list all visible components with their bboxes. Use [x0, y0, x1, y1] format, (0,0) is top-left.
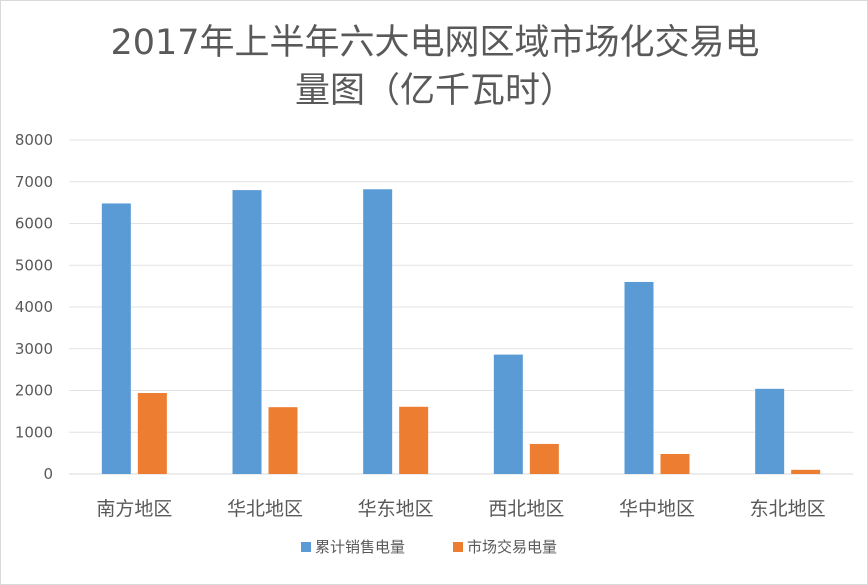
y-tick-label: 6000 — [15, 215, 53, 233]
bar-cumulative-sales-1 — [232, 190, 262, 474]
chart-title: 2017年上半年六大电网区域市场化交易电 量图（亿千瓦时） — [1, 19, 868, 115]
chart-title-line-1: 2017年上半年六大电网区域市场化交易电 — [110, 23, 760, 63]
bar-cumulative-sales-4 — [624, 281, 654, 474]
x-tick-label: 西北地区 — [488, 498, 564, 520]
bar-market-trade-2 — [399, 406, 429, 474]
legend-label-1: 市场交易电量 — [467, 538, 557, 556]
x-tick-label: 东北地区 — [750, 498, 826, 520]
legend-label-0: 累计销售电量 — [315, 538, 405, 556]
bar-market-trade-4 — [660, 453, 690, 474]
y-tick-label: 0 — [43, 465, 53, 483]
y-tick-label: 4000 — [15, 298, 53, 316]
x-tick-label: 华中地区 — [619, 498, 695, 520]
bar-cumulative-sales-0 — [101, 203, 131, 474]
x-tick-label: 华北地区 — [227, 498, 303, 520]
bar-market-trade-0 — [137, 393, 167, 474]
legend-swatch-0 — [301, 542, 311, 552]
bar-cumulative-sales-5 — [755, 388, 785, 474]
y-tick-label: 7000 — [15, 173, 53, 191]
y-tick-label: 5000 — [15, 256, 53, 274]
y-tick-label: 1000 — [15, 423, 53, 441]
bar-market-trade-1 — [268, 407, 298, 474]
legend-swatch-1 — [453, 542, 463, 552]
chart-title-line-2: 量图（亿千瓦时） — [294, 71, 575, 111]
bar-market-trade-5 — [791, 469, 821, 474]
y-tick-label: 3000 — [15, 340, 53, 358]
bar-cumulative-sales-3 — [493, 354, 523, 474]
x-tick-label: 南方地区 — [96, 498, 172, 520]
y-tick-label: 8000 — [15, 131, 53, 149]
bar-cumulative-sales-2 — [363, 189, 393, 474]
bar-market-trade-3 — [529, 443, 559, 474]
x-tick-label: 华东地区 — [358, 498, 434, 520]
y-tick-label: 2000 — [15, 382, 53, 400]
